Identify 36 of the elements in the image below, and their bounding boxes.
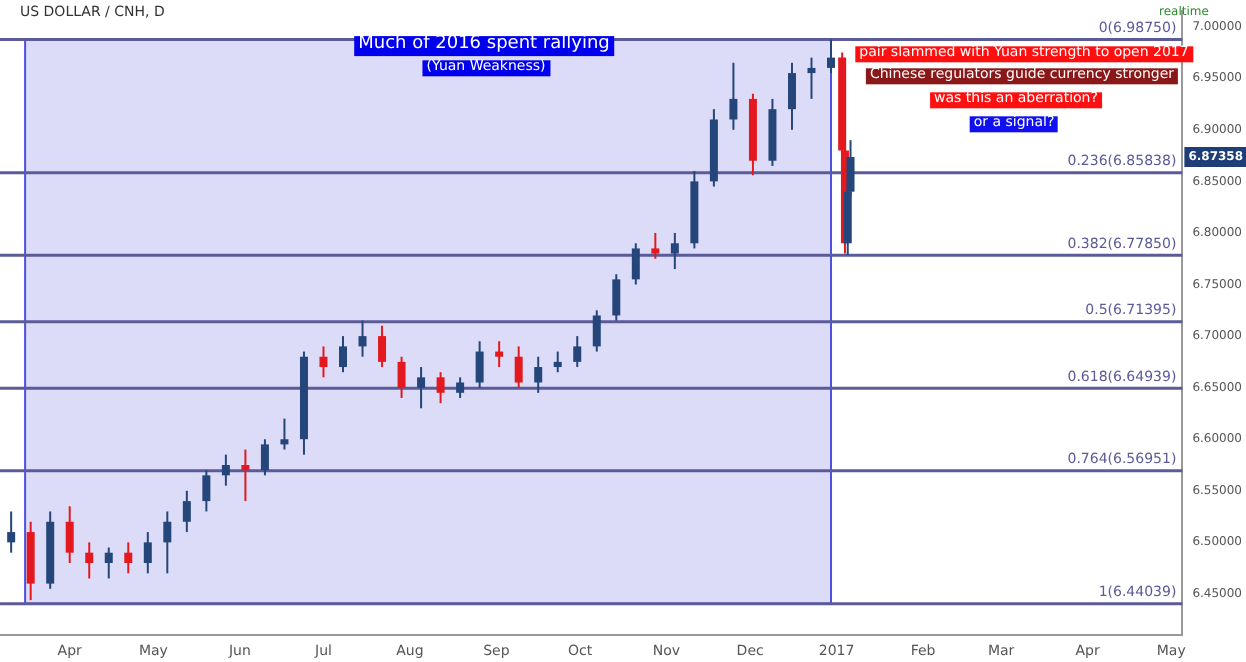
candlestick <box>163 510 172 575</box>
candlestick <box>339 335 347 374</box>
candlestick <box>475 340 484 389</box>
candlestick <box>221 453 230 487</box>
candlestick <box>202 469 211 513</box>
candlestick <box>495 340 504 369</box>
candlestick <box>85 541 94 580</box>
candlestick <box>319 345 328 379</box>
candlestick <box>7 510 16 554</box>
candlestick <box>592 309 601 353</box>
candlestick <box>827 38 836 75</box>
candlestick <box>553 350 562 374</box>
candlestick <box>729 61 738 131</box>
candlestick <box>631 242 640 286</box>
candlestick <box>573 335 582 369</box>
candlestick <box>651 231 660 260</box>
candlestick <box>514 345 523 389</box>
candlestick <box>397 355 406 399</box>
candlestick <box>358 319 367 358</box>
candlestick <box>378 324 387 369</box>
candlestick <box>241 448 250 503</box>
candlestick <box>143 531 152 575</box>
candlestick <box>280 417 289 451</box>
candlestick <box>417 366 426 410</box>
candlestick <box>612 273 621 322</box>
candlestick <box>670 231 679 271</box>
candlestick <box>182 489 191 534</box>
candlestick <box>807 56 816 100</box>
candlestick <box>787 61 796 131</box>
candlestick <box>104 546 113 580</box>
candlestick <box>534 355 543 394</box>
candlestick <box>436 371 445 405</box>
candlestick <box>260 438 269 477</box>
candlestick <box>124 541 133 575</box>
candlestick <box>65 505 74 564</box>
candlestick <box>456 376 465 399</box>
